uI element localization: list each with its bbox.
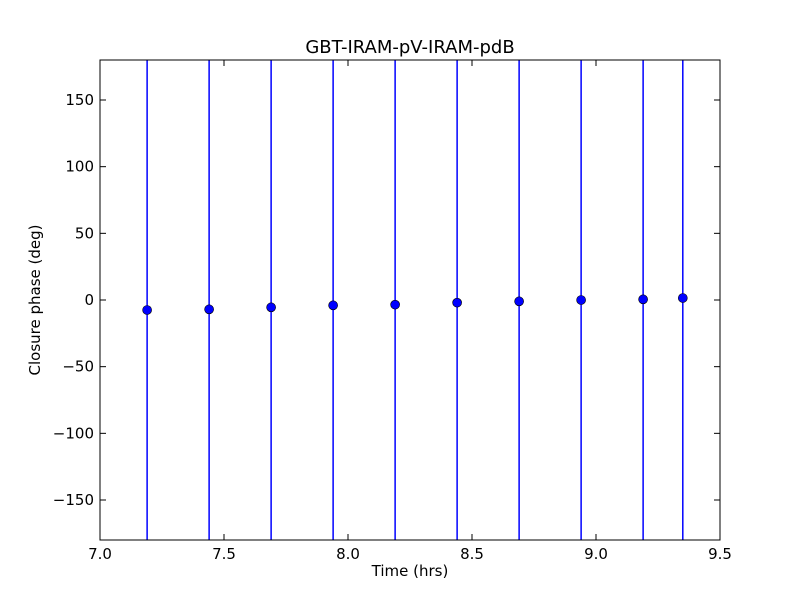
data-point	[390, 299, 400, 310]
data-point	[638, 294, 648, 305]
plot-frame	[99, 59, 721, 541]
data-point	[514, 296, 524, 307]
y-tick-label: −150	[53, 491, 94, 509]
x-tick-label: 9.0	[584, 545, 608, 563]
data-point	[328, 300, 338, 311]
y-axis-label: Closure phase (deg)	[26, 225, 44, 376]
data-point	[142, 305, 152, 315]
data-point	[576, 295, 586, 305]
x-tick-label: 7.5	[212, 545, 236, 563]
y-tick-label: −100	[53, 424, 94, 442]
data-point	[677, 293, 688, 303]
x-axis-label: Time (hrs)	[371, 562, 449, 580]
chart-title: GBT-IRAM-pV-IRAM-pdB	[305, 37, 514, 58]
data-point	[452, 297, 462, 308]
y-tick-label: 50	[75, 224, 94, 242]
x-axis: 7.0 7.5 8.0 8.5 9.0 9.5	[88, 60, 732, 563]
y-tick-label: −50	[62, 358, 94, 376]
x-tick-label: 7.0	[88, 545, 112, 563]
y-tick-label: 100	[65, 158, 94, 176]
y-tick-label: 150	[65, 91, 94, 109]
y-axis: −150 −100 −50 0 50 100 150	[53, 91, 720, 509]
x-tick-label: 8.0	[336, 545, 360, 563]
data-point	[204, 304, 214, 315]
x-tick-label: 8.5	[460, 545, 484, 563]
y-tick-label: 0	[84, 291, 94, 309]
plot-area	[142, 60, 688, 540]
x-tick-label: 9.5	[708, 545, 732, 563]
data-point	[266, 302, 276, 313]
